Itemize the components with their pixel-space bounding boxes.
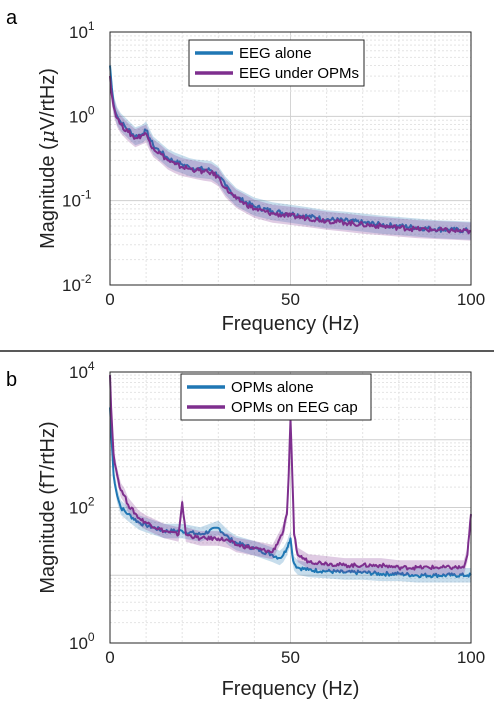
legend: EEG alone EEG under OPMs: [188, 39, 365, 87]
x-tick-label: 0: [105, 290, 114, 309]
x-tick-label: 100: [457, 648, 485, 667]
y-tick-exponent: 4: [88, 359, 95, 373]
y-tick-base: 10: [69, 363, 88, 382]
series-band: [110, 56, 471, 240]
series-second: [109, 67, 472, 241]
y-tick-base: 10: [62, 276, 81, 295]
y-tick-exponent: 0: [88, 630, 95, 644]
y-label-prefix: Magnitude (: [37, 143, 59, 249]
legend-box: [188, 39, 365, 87]
y-tick-base: 10: [69, 107, 88, 126]
series-line: [109, 375, 472, 571]
legend-entry: EEG under OPMs: [239, 65, 359, 82]
y-tick-label: 100: [69, 103, 95, 126]
series-band: [110, 400, 471, 583]
legend-box: [180, 373, 372, 421]
y-tick-label: 10-2: [62, 272, 92, 295]
panel-label: b: [6, 369, 17, 391]
y-tick-exponent: 0: [88, 103, 95, 117]
y-axis-label: Magnitude (μV/rtHz): [35, 68, 59, 249]
x-tick-label: 0: [105, 648, 114, 667]
panel-label: a: [6, 7, 18, 29]
x-axis-label: Frequency (Hz): [222, 678, 360, 700]
y-tick-base: 10: [62, 192, 81, 211]
y-tick-base: 10: [69, 23, 88, 42]
y-tick-label: 101: [69, 19, 95, 42]
y-label-mu: μ: [35, 130, 59, 143]
y-tick-exponent: 2: [88, 495, 95, 509]
y-axis-label: Magnitude (fT/rtHz): [37, 421, 59, 593]
legend: OPMs alone OPMs on EEG cap: [180, 373, 372, 421]
axes-box: [109, 371, 472, 644]
x-tick-label: 50: [281, 648, 300, 667]
x-axis-label: Frequency (Hz): [222, 313, 360, 335]
x-tick-label: 50: [281, 290, 300, 309]
y-tick-exponent: 1: [88, 19, 95, 33]
y-label-suffix: V/rtHz): [37, 68, 59, 130]
y-tick-label: 102: [69, 495, 95, 518]
legend-entry: EEG alone: [239, 45, 312, 62]
series-band: [110, 67, 471, 241]
y-tick-label: 104: [69, 359, 95, 382]
y-tick-exponent: -2: [81, 272, 92, 286]
axes-box: [109, 31, 472, 286]
y-tick-label: 10-1: [62, 188, 92, 211]
y-tick-base: 10: [69, 499, 88, 518]
series-line: [109, 76, 472, 235]
y-tick-label: 100: [69, 630, 95, 653]
legend-entry: OPMs on EEG cap: [231, 399, 358, 416]
x-tick-label: 100: [457, 290, 485, 309]
y-tick-exponent: -1: [81, 188, 92, 202]
y-tick-base: 10: [69, 634, 88, 653]
legend-entry: OPMs alone: [231, 379, 314, 396]
